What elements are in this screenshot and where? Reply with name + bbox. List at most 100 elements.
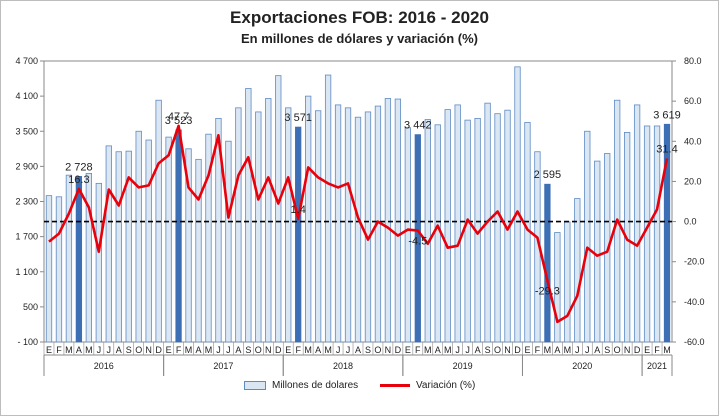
bar xyxy=(514,66,521,343)
data-label: 3 442 xyxy=(404,120,432,132)
year-label: 2020 xyxy=(572,361,592,371)
data-label: 2 728 xyxy=(65,161,93,173)
month-label: J xyxy=(107,345,112,355)
month-label: N xyxy=(265,345,272,355)
bar xyxy=(225,140,232,343)
legend-swatch-line xyxy=(380,384,410,387)
bar xyxy=(554,232,561,343)
bar xyxy=(185,148,192,343)
month-label: M xyxy=(324,345,332,355)
left-axis-tick-label: - 100 xyxy=(17,337,38,347)
bar xyxy=(115,151,122,343)
month-label: F xyxy=(176,345,182,355)
bar xyxy=(344,107,352,343)
bar xyxy=(295,126,302,343)
month-label: M xyxy=(663,345,671,355)
month-label: O xyxy=(614,345,621,355)
bar xyxy=(205,133,212,343)
month-label: F xyxy=(56,345,62,355)
month-label: A xyxy=(435,345,441,355)
month-label: E xyxy=(644,345,650,355)
data-label: 47.7 xyxy=(168,111,189,123)
bar xyxy=(414,134,421,343)
month-label: A xyxy=(76,345,82,355)
right-axis-tick-label: 80.0 xyxy=(684,56,702,66)
month-label: E xyxy=(285,345,291,355)
month-label: M xyxy=(205,345,213,355)
bar xyxy=(275,75,282,343)
year-label: 2016 xyxy=(94,361,114,371)
left-axis-tick-label: 2 300 xyxy=(15,197,38,207)
bar xyxy=(285,107,292,343)
month-label: S xyxy=(245,345,251,355)
data-label: -4.5 xyxy=(408,236,427,248)
bar xyxy=(305,95,312,343)
month-label: M xyxy=(304,345,312,355)
legend-item-line: Variación (%) xyxy=(380,380,475,391)
month-label: E xyxy=(46,345,52,355)
data-label: 2 595 xyxy=(534,169,562,181)
year-label: 2017 xyxy=(213,361,233,371)
month-label: O xyxy=(494,345,501,355)
month-label: S xyxy=(126,345,132,355)
month-label: N xyxy=(504,345,511,355)
data-label: 3 619 xyxy=(653,109,681,121)
bar xyxy=(643,125,651,343)
bar xyxy=(633,104,641,343)
bar xyxy=(235,107,242,343)
month-label: F xyxy=(295,345,301,355)
bar xyxy=(145,139,152,343)
bar xyxy=(454,104,461,343)
right-axis-tick-label: 40.0 xyxy=(684,136,702,146)
bar xyxy=(394,98,402,343)
month-label: J xyxy=(336,345,341,355)
bar xyxy=(653,125,661,343)
month-label: M xyxy=(544,345,552,355)
legend-label-line: Variación (%) xyxy=(416,380,476,391)
bar xyxy=(424,119,431,343)
bar xyxy=(105,145,112,343)
month-label: S xyxy=(604,345,610,355)
data-label: 16.3 xyxy=(68,174,89,186)
bar xyxy=(175,129,182,343)
bar xyxy=(574,198,581,343)
bar xyxy=(384,98,392,343)
month-label: M xyxy=(185,345,193,355)
left-axis-tick-label: 4 100 xyxy=(15,91,38,101)
month-label: A xyxy=(554,345,560,355)
right-axis-tick-label: -60.0 xyxy=(684,337,705,347)
left-axis-tick-label: 1 100 xyxy=(15,267,38,277)
month-label: N xyxy=(624,345,631,355)
month-label: D xyxy=(275,345,282,355)
data-label: 3 523 xyxy=(165,115,193,127)
month-label: A xyxy=(315,345,321,355)
left-axis-tick-label: 3 500 xyxy=(15,126,38,136)
right-axis-tick-label: -20.0 xyxy=(684,257,705,267)
left-axis-tick-label: 500 xyxy=(23,302,38,312)
bar xyxy=(165,136,172,343)
chart-subtitle: En millones de dólares y variación (%) xyxy=(241,31,478,46)
month-label: A xyxy=(475,345,481,355)
bar xyxy=(195,158,202,343)
legend-swatch-bars xyxy=(244,381,266,390)
month-label: J xyxy=(216,345,221,355)
legend-item-bars: Millones de dolares xyxy=(244,380,358,391)
bar xyxy=(265,98,272,343)
right-axis-tick-label: -40.0 xyxy=(684,297,705,307)
month-label: F xyxy=(415,345,421,355)
month-label: J xyxy=(465,345,470,355)
year-label: 2019 xyxy=(453,361,473,371)
year-label: 2018 xyxy=(333,361,353,371)
month-label: J xyxy=(455,345,460,355)
data-label: 31.4 xyxy=(656,144,677,156)
month-label: E xyxy=(524,345,530,355)
month-label: D xyxy=(514,345,521,355)
bar xyxy=(663,123,671,343)
month-label: J xyxy=(97,345,102,355)
variation-line xyxy=(48,124,669,324)
month-label: S xyxy=(485,345,491,355)
bar xyxy=(125,150,132,343)
data-label: 1.4 xyxy=(291,204,306,216)
bar xyxy=(324,74,332,343)
